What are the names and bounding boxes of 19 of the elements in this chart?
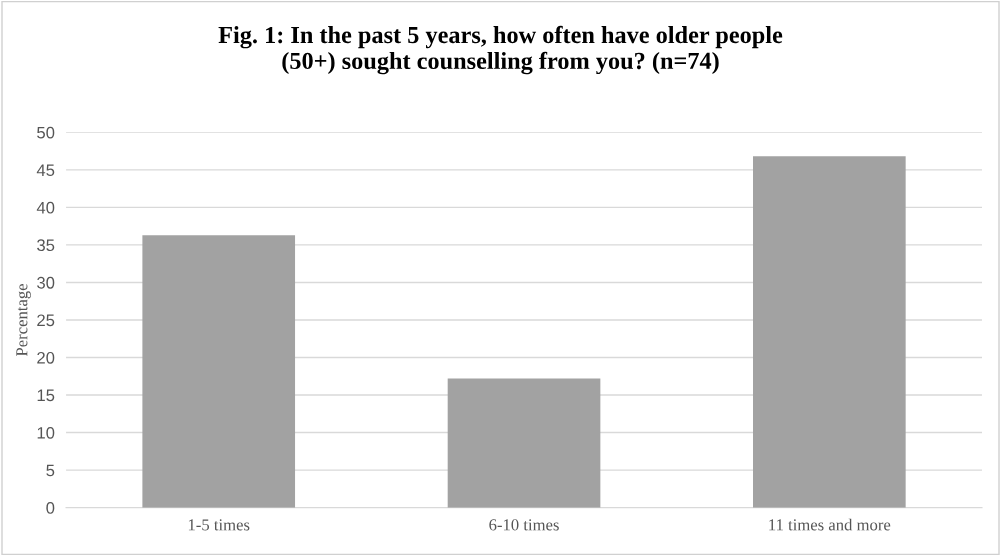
y-tick-label: 20 xyxy=(37,351,55,364)
y-axis-title: Percentage xyxy=(16,284,31,357)
y-tick-label: 40 xyxy=(36,201,55,214)
x-tick-label: 11 times and more xyxy=(769,518,891,531)
y-tick-label: 0 xyxy=(46,502,55,514)
y-tick-label: 15 xyxy=(37,389,55,402)
y-tick-label: 25 xyxy=(37,314,55,327)
y-tick-label: 50 xyxy=(37,126,55,139)
bar xyxy=(142,235,296,508)
y-tick-label: 5 xyxy=(46,464,55,477)
y-tick-label: 35 xyxy=(37,239,55,252)
y-tick-label: 30 xyxy=(37,276,55,289)
bar xyxy=(447,378,601,508)
y-tick-label: 10 xyxy=(37,426,55,439)
chart-title: Fig. 1: In the past 5 years, how often have older people (50+) sought counselling from you? (n=74) xyxy=(218,25,783,75)
bar xyxy=(753,156,906,508)
y-tick-label: 45 xyxy=(36,164,55,177)
x-tick-label: 1-5 times xyxy=(188,519,250,531)
x-tick-label: 6-10 times xyxy=(489,519,559,531)
